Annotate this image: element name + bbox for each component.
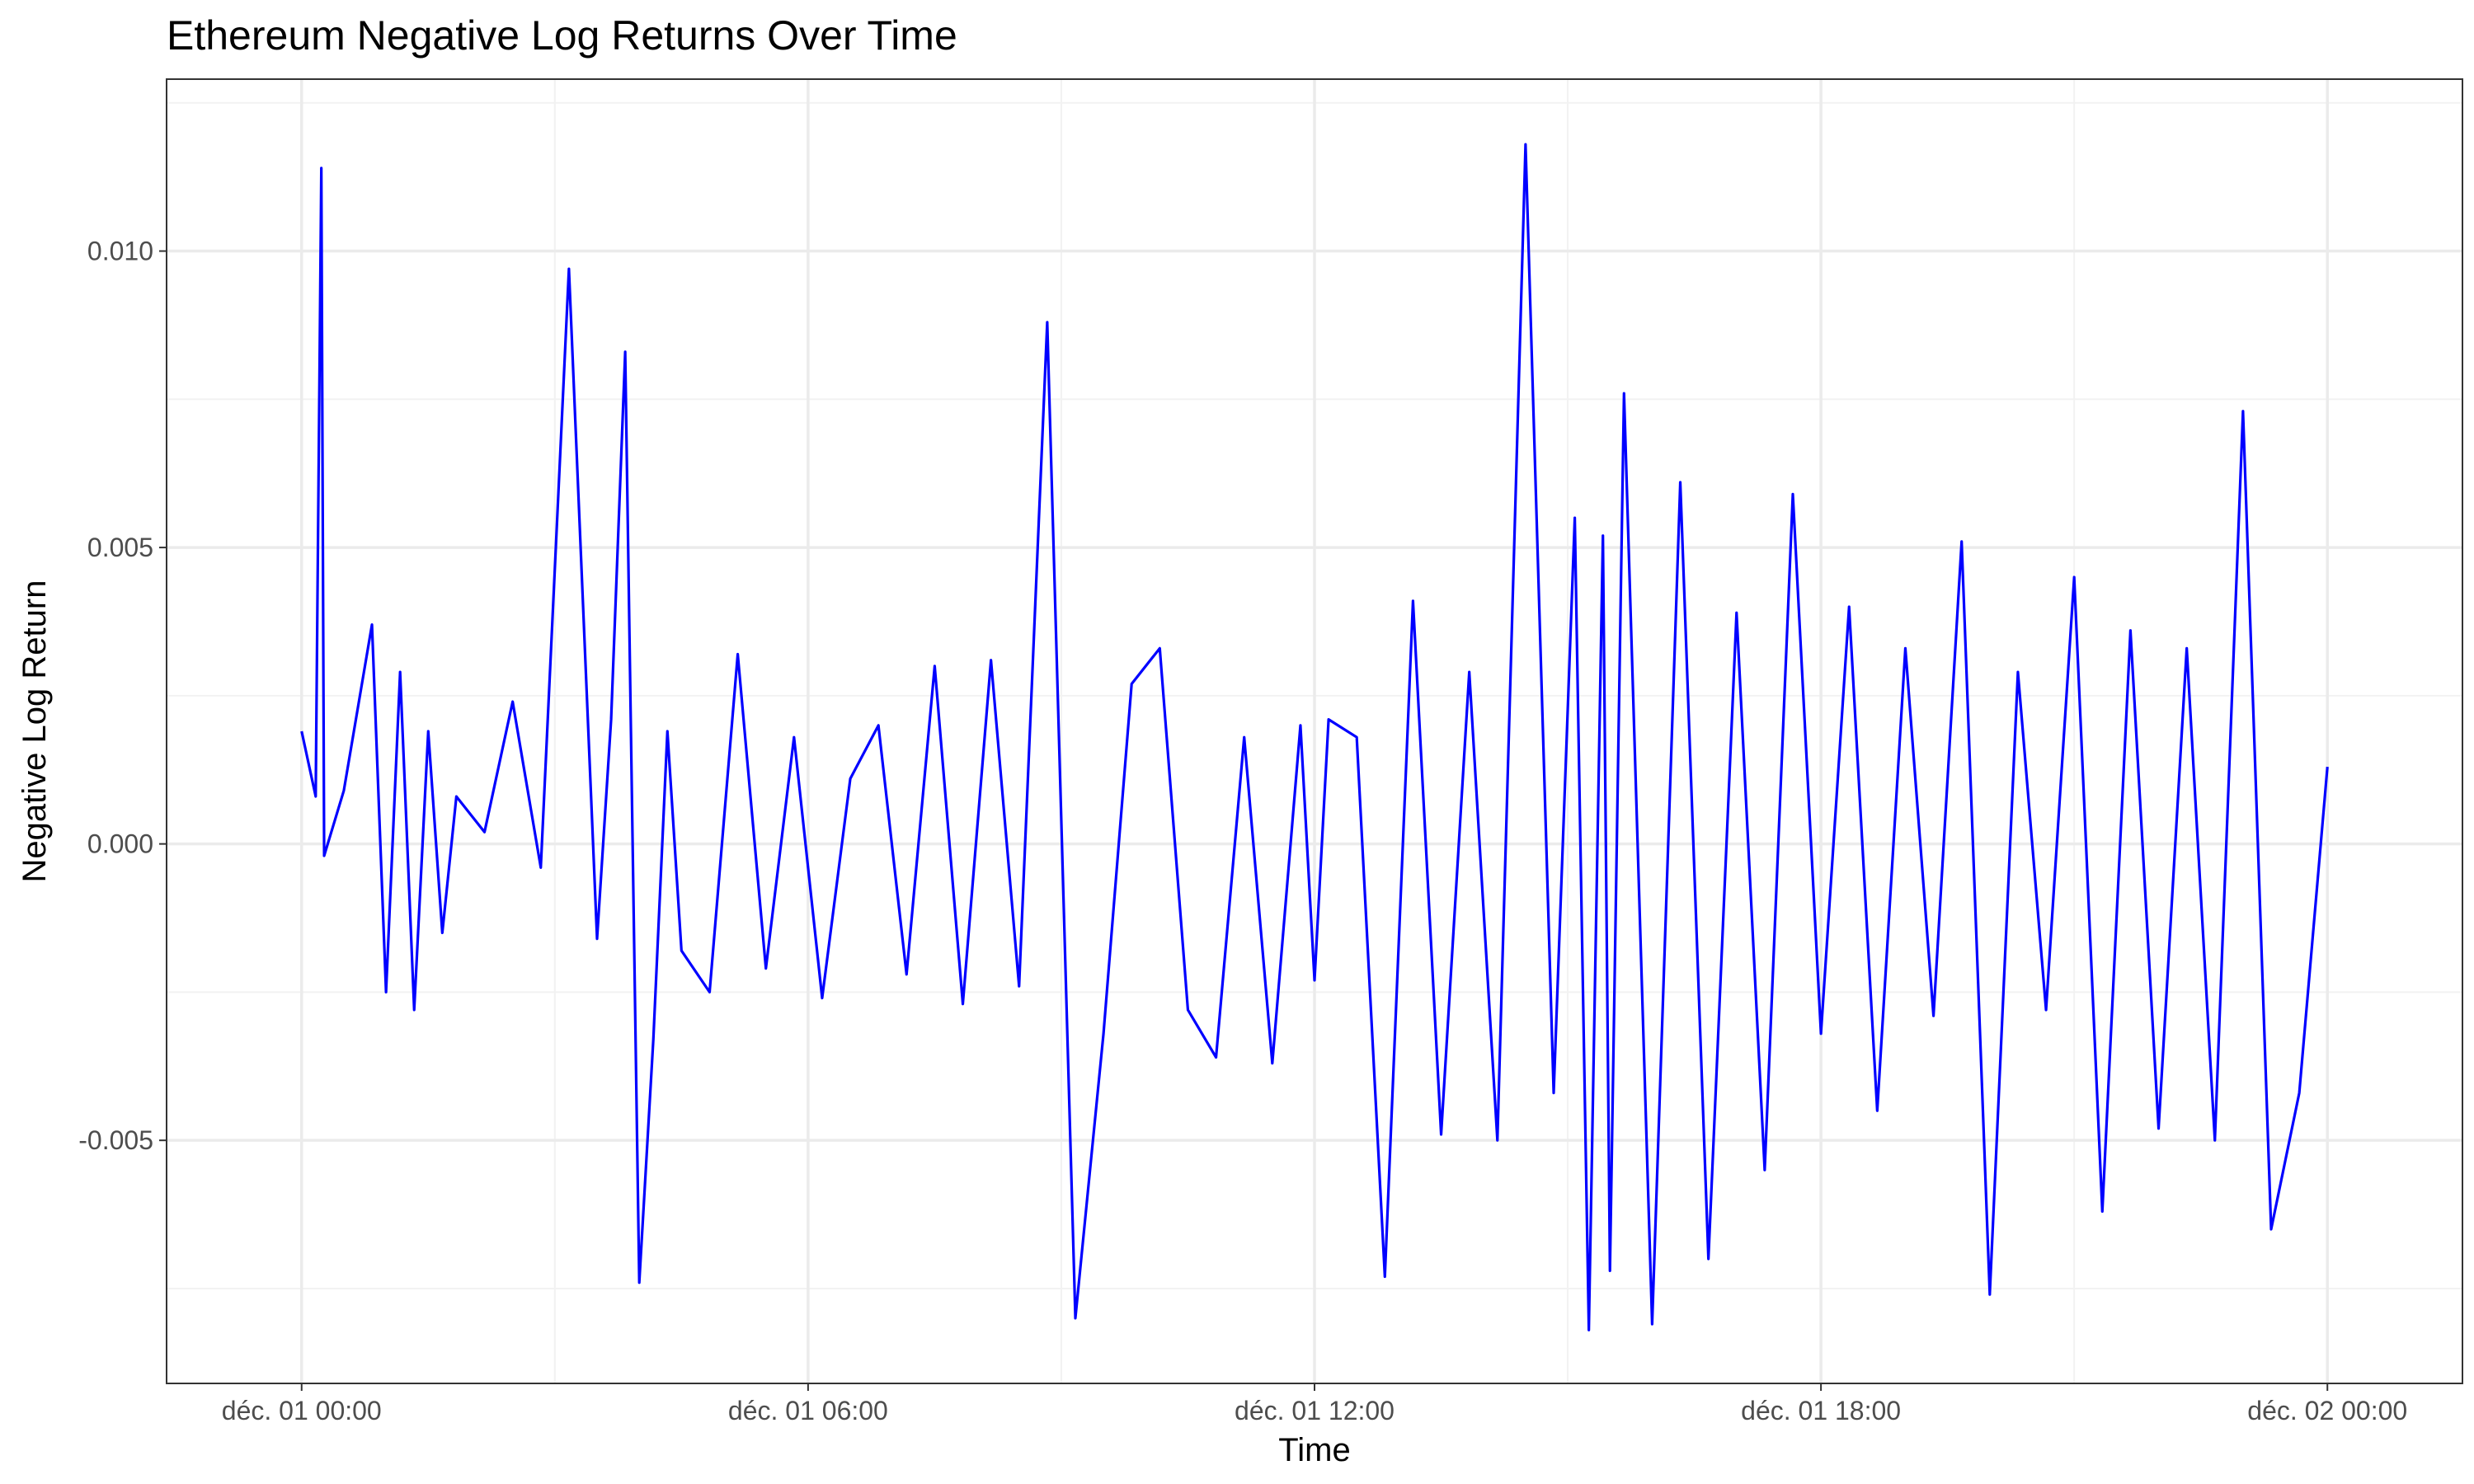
y-axis: -0.005 0.000 0.005 0.010	[78, 237, 167, 1155]
series-line	[300, 143, 2329, 1331]
x-axis-title: Time	[1278, 1432, 1350, 1468]
x-tick-label: déc. 01 12:00	[1235, 1396, 1395, 1425]
y-tick-label: 0.010	[87, 237, 153, 266]
x-tick-label: déc. 01 18:00	[1741, 1396, 1901, 1425]
chart-title: Ethereum Negative Log Returns Over Time	[167, 12, 957, 59]
x-axis: déc. 01 00:00 déc. 01 06:00 déc. 01 12:00 d…	[222, 1383, 2407, 1425]
y-tick-label: 0.000	[87, 829, 153, 859]
x-tick-label: déc. 01 06:00	[728, 1396, 888, 1425]
x-tick-label: déc. 01 00:00	[222, 1396, 382, 1425]
series-layer	[300, 143, 2329, 1331]
x-tick-label: déc. 02 00:00	[2247, 1396, 2407, 1425]
y-tick-label: 0.005	[87, 533, 153, 562]
y-tick-label: -0.005	[78, 1125, 153, 1155]
y-axis-title: Negative Log Return	[16, 580, 53, 883]
